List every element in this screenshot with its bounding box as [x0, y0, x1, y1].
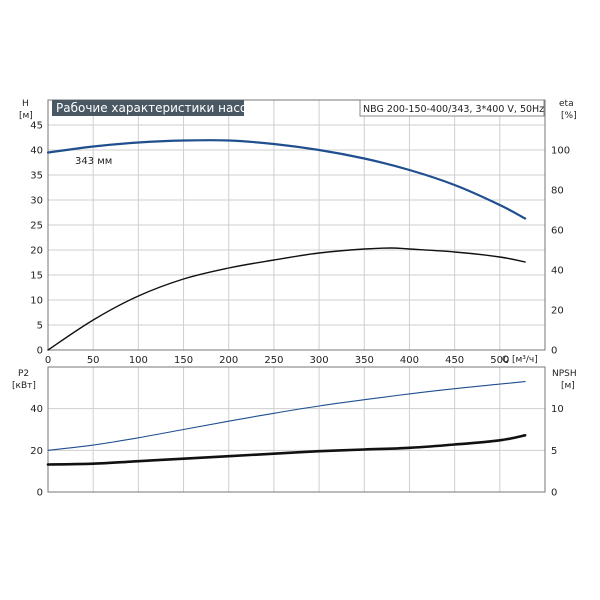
power-npsh-panel: 0 20 40 0 5 10 P2 [кВт] NPSH [м]	[12, 366, 577, 499]
npsh-axis-unit: [м]	[561, 381, 575, 391]
x-tick-label: 150	[174, 355, 193, 366]
top-series-line-1	[47, 247, 526, 351]
top-right-y-tick-label: 20	[551, 306, 564, 317]
pump-model-box	[359, 99, 545, 117]
chart-title-box	[52, 100, 244, 116]
top-plot-frame	[47, 99, 546, 351]
pump-model-label: NBG 200-150-400/343, 3*400 V, 50Hz	[363, 104, 544, 115]
top-left-y-tick-label: 0	[37, 346, 43, 357]
top-left-y-tick-label: 20	[30, 246, 43, 257]
x-tick-label: 400	[400, 355, 419, 366]
top-right-y-tick-label: 40	[551, 266, 564, 277]
npsh-axis-label: NPSH	[552, 369, 577, 379]
x-tick-label: 300	[310, 355, 329, 366]
bottom-series-line-0	[47, 381, 526, 451]
top-right-y-tick-label: 100	[551, 146, 570, 157]
top-left-y-tick-label: 45	[30, 121, 43, 132]
x-tick-label: 0	[45, 355, 51, 366]
impeller-diameter-annotation: 343 мм	[75, 156, 112, 167]
top-series	[46, 139, 527, 351]
x-tick-label: 250	[264, 355, 283, 366]
power-axis-label: P2	[18, 369, 29, 379]
eta-axis-label: eta	[559, 99, 574, 109]
top-x-ticks: 0 50 100 150 200 250 300 350 400 450 500	[45, 355, 510, 366]
chart-title: Рабочие характеристики насоса	[56, 101, 261, 115]
power-axis-unit: [кВт]	[12, 381, 36, 391]
top-left-y-tick-label: 15	[30, 271, 43, 282]
x-tick-label: 350	[355, 355, 374, 366]
top-left-y-tick-label: 10	[30, 296, 43, 307]
bottom-right-y-tick-label: 0	[551, 488, 557, 499]
head-efficiency-panel: 0 50 100 150 200 250 300 350 400 450 500 051015202…	[19, 99, 577, 366]
flow-axis-label: Q [м³/ч]	[502, 355, 538, 365]
x-tick-label: 450	[445, 355, 464, 366]
bottom-left-y-ticks: 0 20 40	[30, 404, 43, 498]
head-axis-unit: [м]	[19, 111, 33, 121]
top-right-y-tick-label: 0	[551, 346, 557, 357]
bottom-right-y-ticks: 0 5 10	[551, 404, 564, 498]
bottom-series-line-1	[46, 434, 527, 466]
x-tick-label: 50	[87, 355, 100, 366]
top-left-y-tick-label: 30	[30, 196, 43, 207]
top-left-y-ticks: 0 5 10 15 20 25 30 35 40 45	[30, 121, 43, 357]
bottom-right-y-tick-label: 10	[551, 404, 564, 415]
bottom-right-y-tick-label: 5	[551, 446, 557, 457]
bottom-left-y-tick-label: 40	[30, 404, 43, 415]
top-left-y-tick-label: 35	[30, 171, 43, 182]
top-grid	[48, 100, 545, 350]
x-tick-label: 100	[129, 355, 148, 366]
bottom-plot-frame	[47, 366, 546, 493]
top-right-y-tick-label: 60	[551, 226, 564, 237]
head-axis-label: H	[22, 99, 29, 109]
x-tick-label: 500	[490, 355, 509, 366]
top-series-line-0	[46, 139, 527, 220]
x-tick-label: 200	[219, 355, 238, 366]
top-left-y-tick-label: 5	[37, 321, 43, 332]
top-left-y-tick-label: 25	[30, 221, 43, 232]
eta-axis-unit: [%]	[561, 111, 577, 121]
bottom-left-y-tick-label: 20	[30, 446, 43, 457]
top-left-y-tick-label: 40	[30, 146, 43, 157]
top-right-y-tick-label: 80	[551, 186, 564, 197]
bottom-series	[46, 381, 527, 466]
bottom-grid	[48, 367, 545, 492]
bottom-left-y-tick-label: 0	[37, 488, 43, 499]
top-right-y-ticks: 0 20 40 60 80 100	[551, 146, 570, 357]
